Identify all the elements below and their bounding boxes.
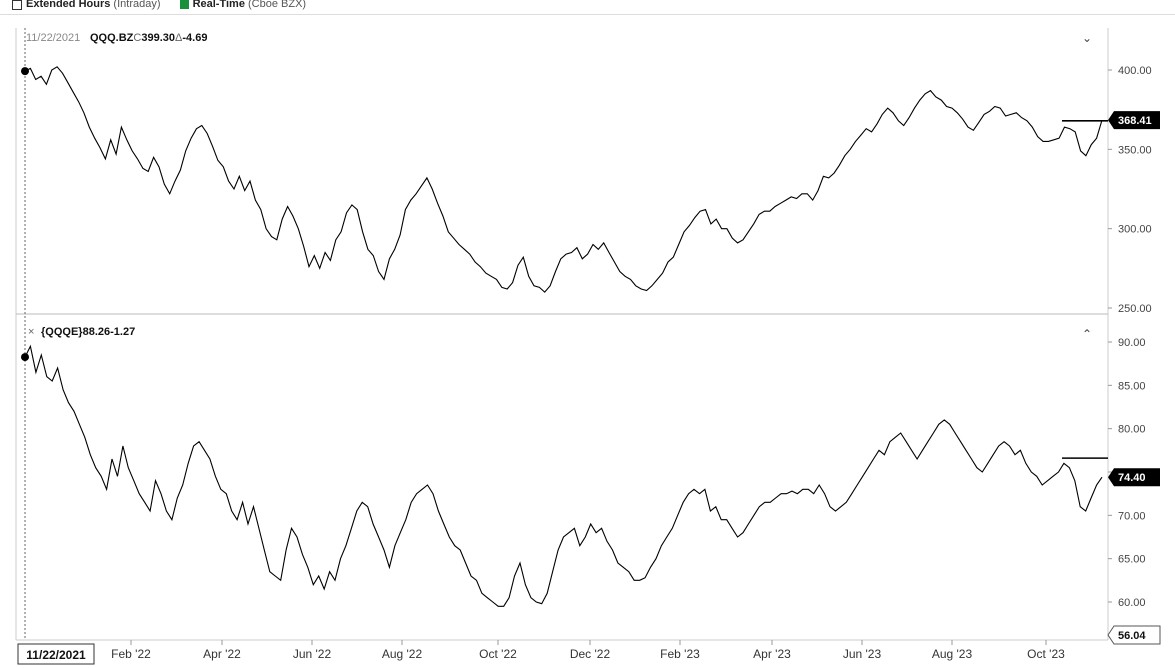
legend-date: 11/22/2021 <box>26 32 80 44</box>
extended-hours-checkbox[interactable] <box>12 0 22 10</box>
extended-hours-sub: (Intraday) <box>113 0 161 10</box>
crosshair-date-text: 11/22/2021 <box>26 648 86 662</box>
price-last-value-text: 368.41 <box>1118 115 1152 127</box>
price-ytick-label: 300.00 <box>1118 224 1152 236</box>
realtime-label: Real-Time <box>192 0 245 10</box>
price-last-value-badge <box>1108 111 1160 130</box>
indicator-last-value-text: 74.40 <box>1118 472 1146 484</box>
xtick-label: Feb '22 <box>111 647 151 661</box>
indicator-ytick-label: 80.00 <box>1118 424 1146 436</box>
indicator-series-line <box>24 344 1103 607</box>
price-ytick-label: 400.00 <box>1118 65 1152 77</box>
xtick-label: Aug '22 <box>382 647 423 661</box>
chart-options-bar: Extended Hours (Intraday) Real-Time (Cbo… <box>0 0 1175 15</box>
indicator-ytick-label: 65.00 <box>1118 554 1146 566</box>
cursor-value-text: 56.04 <box>1118 630 1146 642</box>
indicator-legend: {QQQE}88.26-1.27 <box>41 326 135 338</box>
legend-change-value: -4.69 <box>182 32 207 44</box>
cursor-value-badge <box>1107 625 1161 645</box>
realtime-sub: (Cboe BZX) <box>248 0 307 10</box>
indicator-change: -1.27 <box>110 326 135 338</box>
xtick-label: Apr '23 <box>753 647 791 661</box>
price-ytick-label: 250.00 <box>1118 303 1152 315</box>
legend-close-marker: C <box>133 32 141 44</box>
xtick-label: Apr '22 <box>203 647 241 661</box>
price-crosshair-dot <box>21 67 29 76</box>
indicator-ytick-label: 60.00 <box>1118 597 1146 609</box>
indicator-ytick-label: 90.00 <box>1118 337 1146 349</box>
xtick-label: Jun '23 <box>843 647 882 661</box>
price-ytick-label: 350.00 <box>1118 144 1152 156</box>
x-icon[interactable]: × <box>28 326 34 338</box>
indicator-value: 88.26 <box>83 326 111 338</box>
indicator-symbol: {QQQE} <box>41 326 83 338</box>
price-series-line <box>24 66 1103 293</box>
legend-symbol: QQQ.BZC399.30Δ-4.69 <box>90 32 207 44</box>
collapse-top-chevron-icon[interactable]: ⌄ <box>1082 31 1092 45</box>
xtick-label: Dec '22 <box>570 647 611 661</box>
xtick-label: Oct '22 <box>479 647 517 661</box>
indicator-ytick-label: 85.00 <box>1118 380 1146 392</box>
xtick-label: Jun '22 <box>293 647 332 661</box>
xtick-label: Aug '23 <box>932 647 973 661</box>
indicator-crosshair-dot <box>21 353 29 362</box>
xtick-label: Feb '23 <box>660 647 700 661</box>
legend-change-marker: Δ <box>175 32 183 44</box>
extended-hours-label: Extended Hours <box>26 0 111 10</box>
legend-close-value: 399.30 <box>141 32 175 44</box>
expand-bottom-chevron-icon[interactable]: ⌃ <box>1082 327 1092 341</box>
xtick-label: Oct '23 <box>1027 647 1065 661</box>
indicator-last-value-badge <box>1108 468 1160 487</box>
legend-symbol-text: QQQ.BZ <box>90 32 134 44</box>
indicator-ytick-label: 70.00 <box>1118 510 1146 522</box>
realtime-status-icon <box>179 0 189 9</box>
crosshair-date-badge <box>17 643 95 665</box>
